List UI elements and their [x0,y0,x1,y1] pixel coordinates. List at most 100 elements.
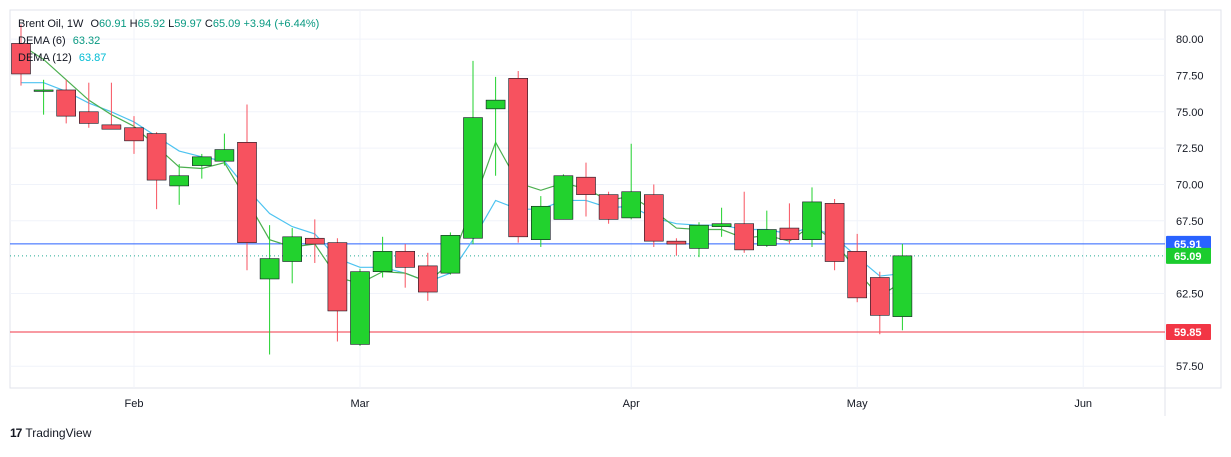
dema12-label: DEMA (12) [18,52,72,64]
candle-body [756,229,777,246]
y-tick-label: 57.50 [1176,361,1204,373]
candle-body [824,203,845,262]
legend: Brent Oil, 1W O60.91 H65.92 L59.97 C65.0… [18,16,319,67]
candle-body [553,175,574,220]
candle [101,82,122,130]
x-tick-label: Mar [351,398,370,410]
candle [259,225,280,355]
candle [598,191,619,224]
candle [237,104,257,271]
candle-body [463,117,483,239]
candle [530,196,551,247]
candle [79,82,99,128]
candle-body [802,201,822,241]
candle-body [192,156,212,166]
candle-body [440,235,461,274]
y-axis: 80.00 77.50 75.00 72.50 70.00 67.50 62.50 57.50 [1176,34,1204,373]
candle-body [530,205,551,241]
candle-body [237,142,257,243]
candle-body [621,191,642,219]
candle [146,132,167,210]
candle [417,252,438,301]
price-badge-bg [1166,247,1211,264]
candle-body [711,223,732,227]
dema6-label: DEMA (6) [18,35,66,47]
legend-ohlc-row: Brent Oil, 1W O60.91 H65.92 L59.97 C65.0… [18,16,319,33]
y-tick-label: 62.50 [1176,289,1204,301]
candle-body [350,271,370,345]
price-badge-label: 59.85 [1174,327,1202,339]
x-tick-label: Jun [1074,398,1092,410]
price-badge-bg [1166,324,1211,341]
candle-body [11,43,31,75]
candle [33,79,54,115]
candle-body [643,194,664,242]
price-badge-label: 65.09 [1174,251,1202,263]
legend-dema6-row[interactable]: DEMA (6) 63.32 [18,33,319,50]
candle [169,164,189,205]
candle [440,232,461,275]
candle-body [56,89,77,117]
candle-body [282,236,303,262]
candle [621,143,642,220]
legend-dema12-row[interactable]: DEMA (12) 63.87 [18,50,319,67]
dema-lines [20,44,903,298]
high-value: 65.92 [137,18,166,30]
candle [756,210,777,247]
candle-body [666,240,687,245]
candle [350,268,370,346]
horizontal-lines [10,243,1165,333]
x-axis: FebMarAprMayJunJulAugSepOct [125,398,1093,410]
candle-body [892,255,913,317]
x-tick-label: Apr [623,398,640,410]
candle [508,71,529,243]
price-badge: 59.85 [1166,324,1211,341]
candle [824,199,845,271]
y-tick-label: 72.50 [1176,143,1204,155]
y-tick-label: 70.00 [1176,179,1204,191]
candle [192,153,212,179]
candle-body [169,175,189,187]
candle [553,174,574,220]
y-tick-label: 75.00 [1176,107,1204,119]
candle [56,79,77,124]
close-value: 65.09 [212,18,241,30]
candle [847,233,868,303]
candlesticks [11,24,913,355]
low-key: L [168,18,175,30]
open-value: 60.91 [99,18,127,30]
candle [395,244,416,288]
candle-body [327,242,348,312]
candle-body [214,149,235,162]
candle [643,184,664,247]
symbol-label[interactable]: Brent Oil, 1W [18,18,84,30]
candle [711,207,732,237]
candle [802,187,822,247]
y-tick-label: 77.50 [1176,70,1204,82]
candle-body [734,223,755,251]
tradingview-brand[interactable]: 17 TradingView [10,426,91,440]
x-tick-label: Feb [125,398,144,410]
candle-body [417,265,438,293]
candle [485,76,506,176]
price-badge: 65.09 [1166,247,1211,264]
brand-name: TradingView [25,426,92,440]
dema6-value: 63.32 [72,35,101,47]
close-key: C [204,18,213,30]
change-value: +3.94 (+6.44%) [243,18,320,30]
candle-body [372,251,393,272]
candle [463,60,483,245]
candle [304,219,325,263]
candle [576,162,596,217]
candle [689,222,709,258]
dema6-line [20,44,903,298]
candle-body [33,89,54,92]
candle [734,191,755,253]
candle-body [869,277,890,316]
candle [214,133,235,166]
candle [372,236,393,278]
candle [327,238,348,342]
